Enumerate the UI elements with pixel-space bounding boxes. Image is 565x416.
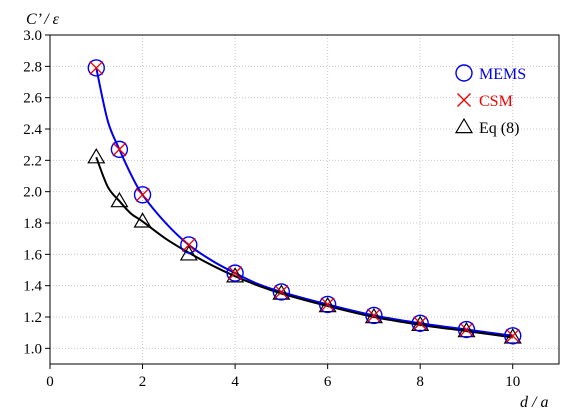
marker-circle xyxy=(110,140,129,159)
marker-circle xyxy=(133,186,152,204)
marker-triangle xyxy=(179,245,198,261)
marker-triangle xyxy=(503,328,522,344)
legend-marker-x xyxy=(457,93,471,107)
x-tick-label: 10 xyxy=(505,374,520,390)
y-tick-label: 2.4 xyxy=(23,122,42,138)
grid xyxy=(50,34,559,364)
legend-marker-triangle xyxy=(454,117,474,134)
marker-x xyxy=(320,297,335,312)
marker-x xyxy=(89,60,104,75)
marker-x xyxy=(228,266,243,281)
marker-triangle xyxy=(87,148,106,164)
marker-triangle xyxy=(318,296,337,313)
marker-x xyxy=(366,308,381,323)
legend-label: Eq (8) xyxy=(479,120,519,137)
plot-frame xyxy=(49,34,560,365)
x-tick-label: 0 xyxy=(46,374,54,390)
marker-circle xyxy=(318,295,337,314)
marker-x xyxy=(459,322,474,337)
legend-label: CSM xyxy=(479,93,513,110)
x-tick-label: 4 xyxy=(231,374,239,390)
marker-x xyxy=(274,284,289,299)
marker-circle xyxy=(226,264,244,282)
marker-x xyxy=(505,328,520,343)
legend-marker-circle xyxy=(455,64,473,82)
marker-triangle xyxy=(411,315,430,332)
marker-circle xyxy=(457,320,476,339)
marker-triangle xyxy=(110,191,129,208)
fit-curves xyxy=(95,67,513,339)
marker-x xyxy=(181,237,196,252)
marker-triangle xyxy=(457,321,476,338)
marker-circle xyxy=(272,283,291,301)
x-tick-label: 8 xyxy=(416,374,424,390)
marker-x xyxy=(135,187,150,202)
y-tick-label: 2.2 xyxy=(23,153,42,169)
legend: MEMS CSM Eq (8) xyxy=(454,64,526,137)
y-tick-label: 2.6 xyxy=(23,91,42,107)
marker-circle xyxy=(411,314,429,332)
marker-triangle xyxy=(364,307,383,324)
y-tick-label: 1.8 xyxy=(23,216,42,232)
y-tick-label: 1.0 xyxy=(23,341,42,357)
fit-curve-0 xyxy=(95,67,513,337)
y-axis-label: C’ / ε xyxy=(26,11,60,28)
x-tick-label: 6 xyxy=(324,374,332,390)
marker-circle xyxy=(365,306,383,325)
marker-x xyxy=(112,142,127,157)
y-tick-label: 2.8 xyxy=(23,59,42,75)
y-tick-label: 3.0 xyxy=(23,28,42,44)
data-markers xyxy=(87,59,522,345)
marker-circle xyxy=(87,59,105,77)
legend-label: MEMS xyxy=(479,66,526,83)
marker-circle xyxy=(504,327,522,345)
y-tick-label: 1.4 xyxy=(23,279,42,295)
marker-triangle xyxy=(133,212,152,228)
marker-triangle xyxy=(272,284,291,300)
marker-x xyxy=(413,316,428,331)
axis-ticks: 1.0 1.2 1.4 1.6 1.8 2.0 2.2 2.4 2.6 2.8 3.0 0 2 4 6 8 10 xyxy=(23,28,520,390)
y-tick-label: 2.0 xyxy=(23,185,42,201)
x-tick-label: 2 xyxy=(139,374,147,390)
y-tick-label: 1.2 xyxy=(23,310,42,326)
marker-circle xyxy=(180,236,198,254)
y-tick-label: 1.6 xyxy=(23,247,42,263)
fit-curve-1 xyxy=(95,156,513,339)
x-axis-label: d / a xyxy=(520,394,548,411)
marker-triangle xyxy=(226,267,245,283)
